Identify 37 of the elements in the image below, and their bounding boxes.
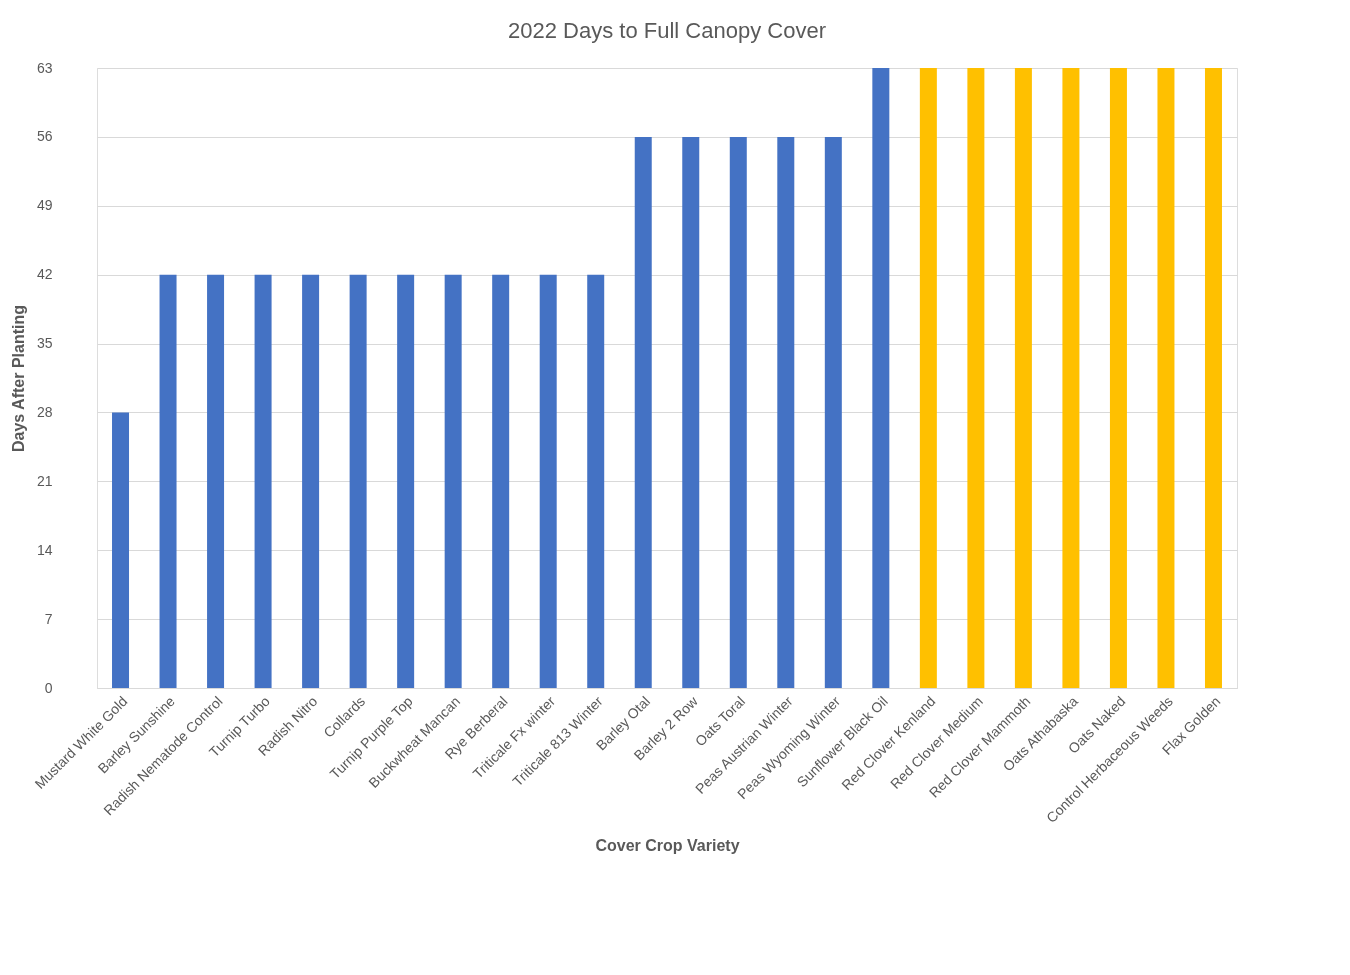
bar bbox=[777, 136, 795, 688]
bar bbox=[112, 412, 130, 688]
bar bbox=[1062, 68, 1080, 688]
bar bbox=[682, 136, 700, 688]
y-tick-label: 28 bbox=[36, 403, 53, 420]
chart-title: 2022 Days to Full Canopy Cover bbox=[508, 18, 826, 43]
bar bbox=[444, 274, 462, 688]
bar bbox=[1204, 68, 1222, 688]
bar bbox=[1014, 68, 1032, 688]
y-tick-label: 42 bbox=[36, 266, 53, 283]
bar bbox=[207, 274, 225, 688]
y-tick-label: 63 bbox=[36, 59, 53, 76]
y-tick-label: 0 bbox=[44, 679, 53, 696]
y-tick-label: 35 bbox=[36, 335, 53, 352]
bar bbox=[1109, 68, 1127, 688]
bar bbox=[729, 136, 747, 688]
bar bbox=[302, 274, 320, 688]
y-tick-label: 21 bbox=[36, 472, 53, 489]
bar bbox=[1157, 68, 1175, 688]
bar bbox=[634, 136, 652, 688]
bar bbox=[967, 68, 985, 688]
bar bbox=[824, 136, 842, 688]
y-tick-label: 56 bbox=[36, 128, 53, 145]
y-tick-label: 49 bbox=[36, 197, 53, 214]
bar bbox=[254, 274, 272, 688]
y-tick-label: 14 bbox=[36, 541, 53, 558]
y-tick-label: 7 bbox=[44, 610, 53, 627]
x-axis-title: Cover Crop Variety bbox=[595, 836, 740, 854]
bar bbox=[397, 274, 415, 688]
bar bbox=[872, 68, 890, 688]
bar bbox=[492, 274, 510, 688]
y-axis-title: Days After Planting bbox=[9, 305, 27, 452]
bar bbox=[349, 274, 367, 688]
bar bbox=[587, 274, 605, 688]
bar bbox=[539, 274, 557, 688]
bar bbox=[159, 274, 177, 688]
bar bbox=[919, 68, 937, 688]
